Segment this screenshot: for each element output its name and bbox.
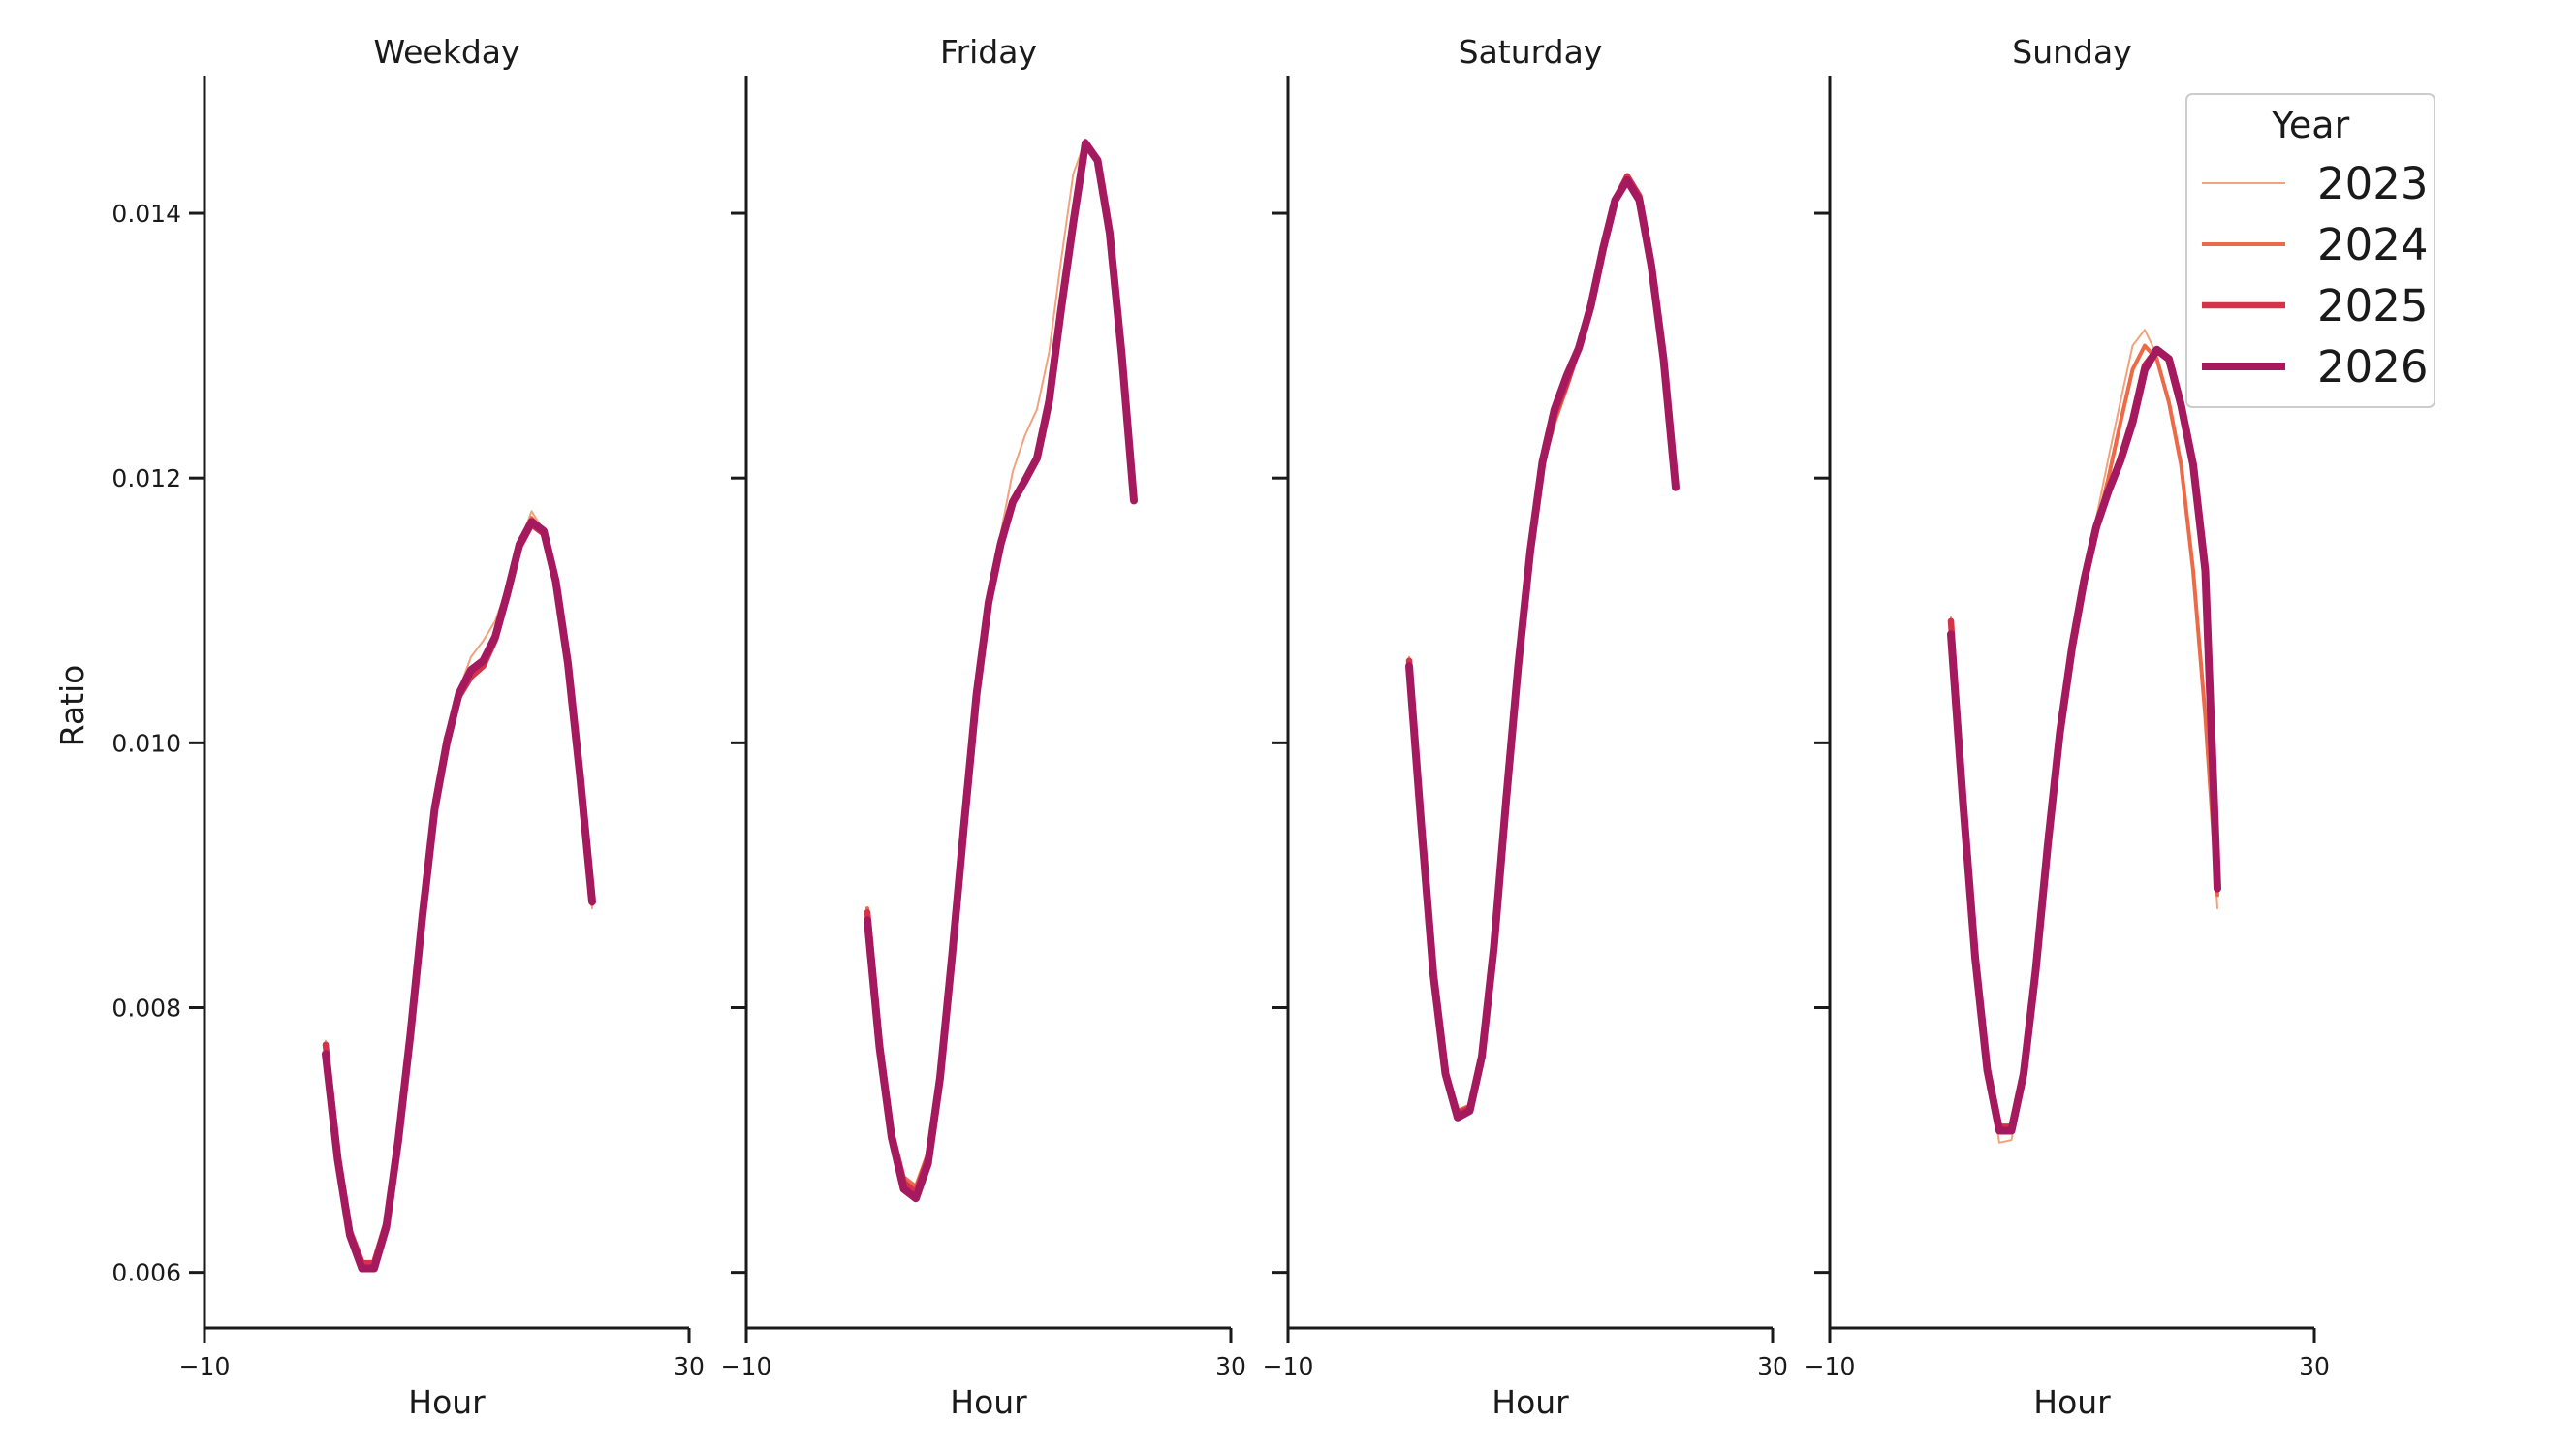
x-axis-title: Hour [950,1383,1027,1421]
series-line-friday-2024 [865,138,1136,1188]
x-tick-label: 30 [1215,1352,1246,1380]
x-tick-label: −10 [1805,1352,1856,1380]
series-line-sunday-2026 [1947,345,2221,1135]
lines-layer [322,138,2221,1273]
y-tick-label: 0.006 [111,1259,181,1287]
panel-title-saturday: Saturday [1459,33,1603,71]
series-line-saturday-2024 [1407,174,1678,1113]
legend: Year 2023 2024 2025 2026 [2185,93,2435,408]
x-axis-title: Hour [1492,1383,1569,1421]
series-line-sunday-2025 [1947,346,2221,1130]
x-tick-label: −10 [1263,1352,1314,1380]
series-line-friday-2026 [864,139,1138,1203]
series-line-saturday-2023 [1408,174,1677,1112]
legend-box [2185,93,2435,408]
y-tick-label: 0.014 [111,200,181,228]
series-line-weekday-2024 [324,516,594,1267]
y-tick-label: 0.012 [111,464,181,492]
x-tick-label: 30 [2299,1352,2330,1380]
legend-label-2024: 2024 [2317,219,2429,270]
series-line-weekday-2026 [322,518,596,1273]
series-line-weekday-2025 [322,521,596,1267]
panel-title-weekday: Weekday [373,33,519,71]
panel-title-sunday: Sunday [2012,33,2131,71]
y-tick-label: 0.008 [111,994,181,1022]
y-axis-title: Ratio [53,665,91,747]
x-tick-label: −10 [721,1352,772,1380]
legend-label-2026: 2026 [2317,341,2429,393]
panel-title-friday: Friday [940,33,1037,71]
axes-layer: Weekday 0.006 0.008 0.010 0.012 0.014 −10 30 Hou… [111,33,2329,1421]
series-line-weekday-2023 [325,510,593,1263]
legend-label-2023: 2023 [2317,158,2429,209]
x-tick-label: −10 [179,1352,231,1380]
series-line-sunday-2024 [1949,343,2219,1133]
x-axis-title: Hour [2033,1383,2111,1421]
x-tick-label: 30 [674,1352,705,1380]
x-tick-label: 30 [1757,1352,1788,1380]
legend-title: Year [2271,104,2350,146]
y-tick-label: 0.010 [111,729,181,757]
x-axis-title: Hour [408,1383,486,1421]
legend-label-2025: 2025 [2317,280,2429,332]
series-line-friday-2025 [864,140,1138,1196]
series-line-saturday-2026 [1405,175,1680,1122]
series-line-saturday-2025 [1405,173,1680,1117]
series-line-friday-2023 [866,139,1135,1191]
